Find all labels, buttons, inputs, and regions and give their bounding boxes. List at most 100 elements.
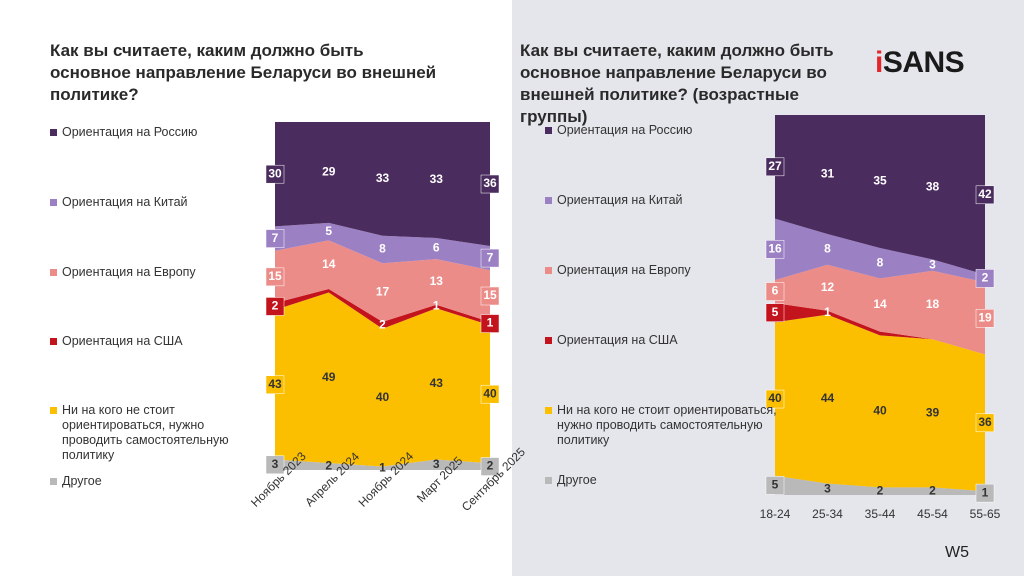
legend-swatch <box>50 129 57 136</box>
data-label: 7 <box>487 250 494 264</box>
data-label: 5 <box>772 478 779 492</box>
legend-label: Ориентация на Китай <box>557 193 683 207</box>
label-box <box>765 303 785 322</box>
area <box>775 218 985 283</box>
data-label: 36 <box>978 415 992 429</box>
data-label: 1 <box>433 299 440 313</box>
data-label: 2 <box>379 317 386 331</box>
data-label: 2 <box>929 483 936 497</box>
data-label: 8 <box>379 242 386 256</box>
chart-title: Как вы считаете, каким должно быть основ… <box>50 41 437 104</box>
data-label: 2 <box>487 459 494 473</box>
data-label: 38 <box>926 179 940 193</box>
area <box>775 475 985 495</box>
data-label: 12 <box>821 280 835 294</box>
data-label: 33 <box>430 172 444 186</box>
label-box <box>975 413 995 433</box>
data-label: 42 <box>978 187 992 201</box>
data-label: 1 <box>982 485 989 499</box>
data-label: 15 <box>483 288 497 302</box>
label-box <box>765 476 785 495</box>
data-label: 17 <box>376 285 390 299</box>
data-label: 7 <box>272 231 279 245</box>
data-label: 43 <box>430 376 444 390</box>
legend-label: Ни на кого не стоит ориентироваться, нуж… <box>557 403 777 447</box>
legend-swatch <box>50 407 57 414</box>
label-box <box>480 248 500 268</box>
label-box <box>480 457 500 476</box>
label-box <box>765 157 785 177</box>
data-label: 19 <box>978 310 992 324</box>
data-label: 35 <box>873 174 887 188</box>
label-box <box>265 297 285 316</box>
data-label: 27 <box>768 159 782 173</box>
data-label: 5 <box>772 305 779 319</box>
legend-swatch <box>545 337 552 344</box>
label-box <box>265 267 285 287</box>
data-label: 44 <box>821 391 835 405</box>
label-box <box>765 240 785 259</box>
data-label: 13 <box>430 274 444 288</box>
legend-swatch <box>545 197 552 204</box>
label-box <box>265 375 285 394</box>
legend-label: Ориентация на США <box>62 334 183 348</box>
page-label: W5 <box>945 544 969 561</box>
data-label: 2 <box>325 459 332 473</box>
legend-label: Ориентация на Россию <box>62 125 198 139</box>
data-label: 6 <box>433 241 440 255</box>
legend-label: Ориентация на Китай <box>62 195 188 209</box>
legend-swatch <box>545 407 552 414</box>
legend-swatch <box>50 199 57 206</box>
data-label: 14 <box>322 257 336 271</box>
legend-swatch <box>545 127 552 134</box>
data-label: 40 <box>873 404 887 418</box>
label-box <box>480 286 500 306</box>
x-tick-label: 35-44 <box>865 507 896 521</box>
data-label: 8 <box>824 242 831 256</box>
data-label: 49 <box>322 370 336 384</box>
data-label: 39 <box>926 405 940 419</box>
legend-label: Ориентация на США <box>557 333 678 347</box>
legend-label: Ориентация на Европу <box>62 265 196 279</box>
label-box <box>480 174 500 194</box>
data-label: 40 <box>483 386 497 400</box>
label-box <box>765 282 785 301</box>
area <box>275 292 490 467</box>
data-label: 3 <box>272 457 279 471</box>
label-box <box>975 483 995 503</box>
legend-swatch <box>545 267 552 274</box>
label-box <box>975 309 995 328</box>
data-label: 36 <box>483 176 497 190</box>
label-box <box>265 164 285 184</box>
data-label: 18 <box>926 297 940 311</box>
logo: iSANS <box>875 46 965 79</box>
data-label: 1 <box>824 305 831 319</box>
area <box>275 289 490 329</box>
x-tick-label: 25-34 <box>812 507 843 521</box>
x-tick-label: 45-54 <box>917 507 948 521</box>
area <box>775 115 985 275</box>
legend-swatch <box>50 478 57 485</box>
data-label: 3 <box>433 457 440 471</box>
legend-label: Ни на кого не стоит ориентироваться, нуж… <box>62 403 229 462</box>
data-label: 6 <box>772 284 779 298</box>
legend-label: Ориентация на Россию <box>557 123 693 137</box>
data-label: 14 <box>873 297 887 311</box>
label-box <box>975 185 995 205</box>
area <box>775 314 985 492</box>
area <box>775 303 985 355</box>
data-label: 40 <box>376 390 390 404</box>
data-label: 3 <box>929 257 936 271</box>
data-label: 15 <box>268 269 282 283</box>
area <box>775 264 985 355</box>
x-tick-label: 18-24 <box>760 507 791 521</box>
data-label: 30 <box>268 166 282 180</box>
area <box>275 222 490 271</box>
legend-label: Другое <box>62 474 102 488</box>
label-box <box>480 314 500 333</box>
legend-swatch <box>50 338 57 345</box>
data-label: 29 <box>322 165 336 179</box>
data-label: 5 <box>325 224 332 238</box>
